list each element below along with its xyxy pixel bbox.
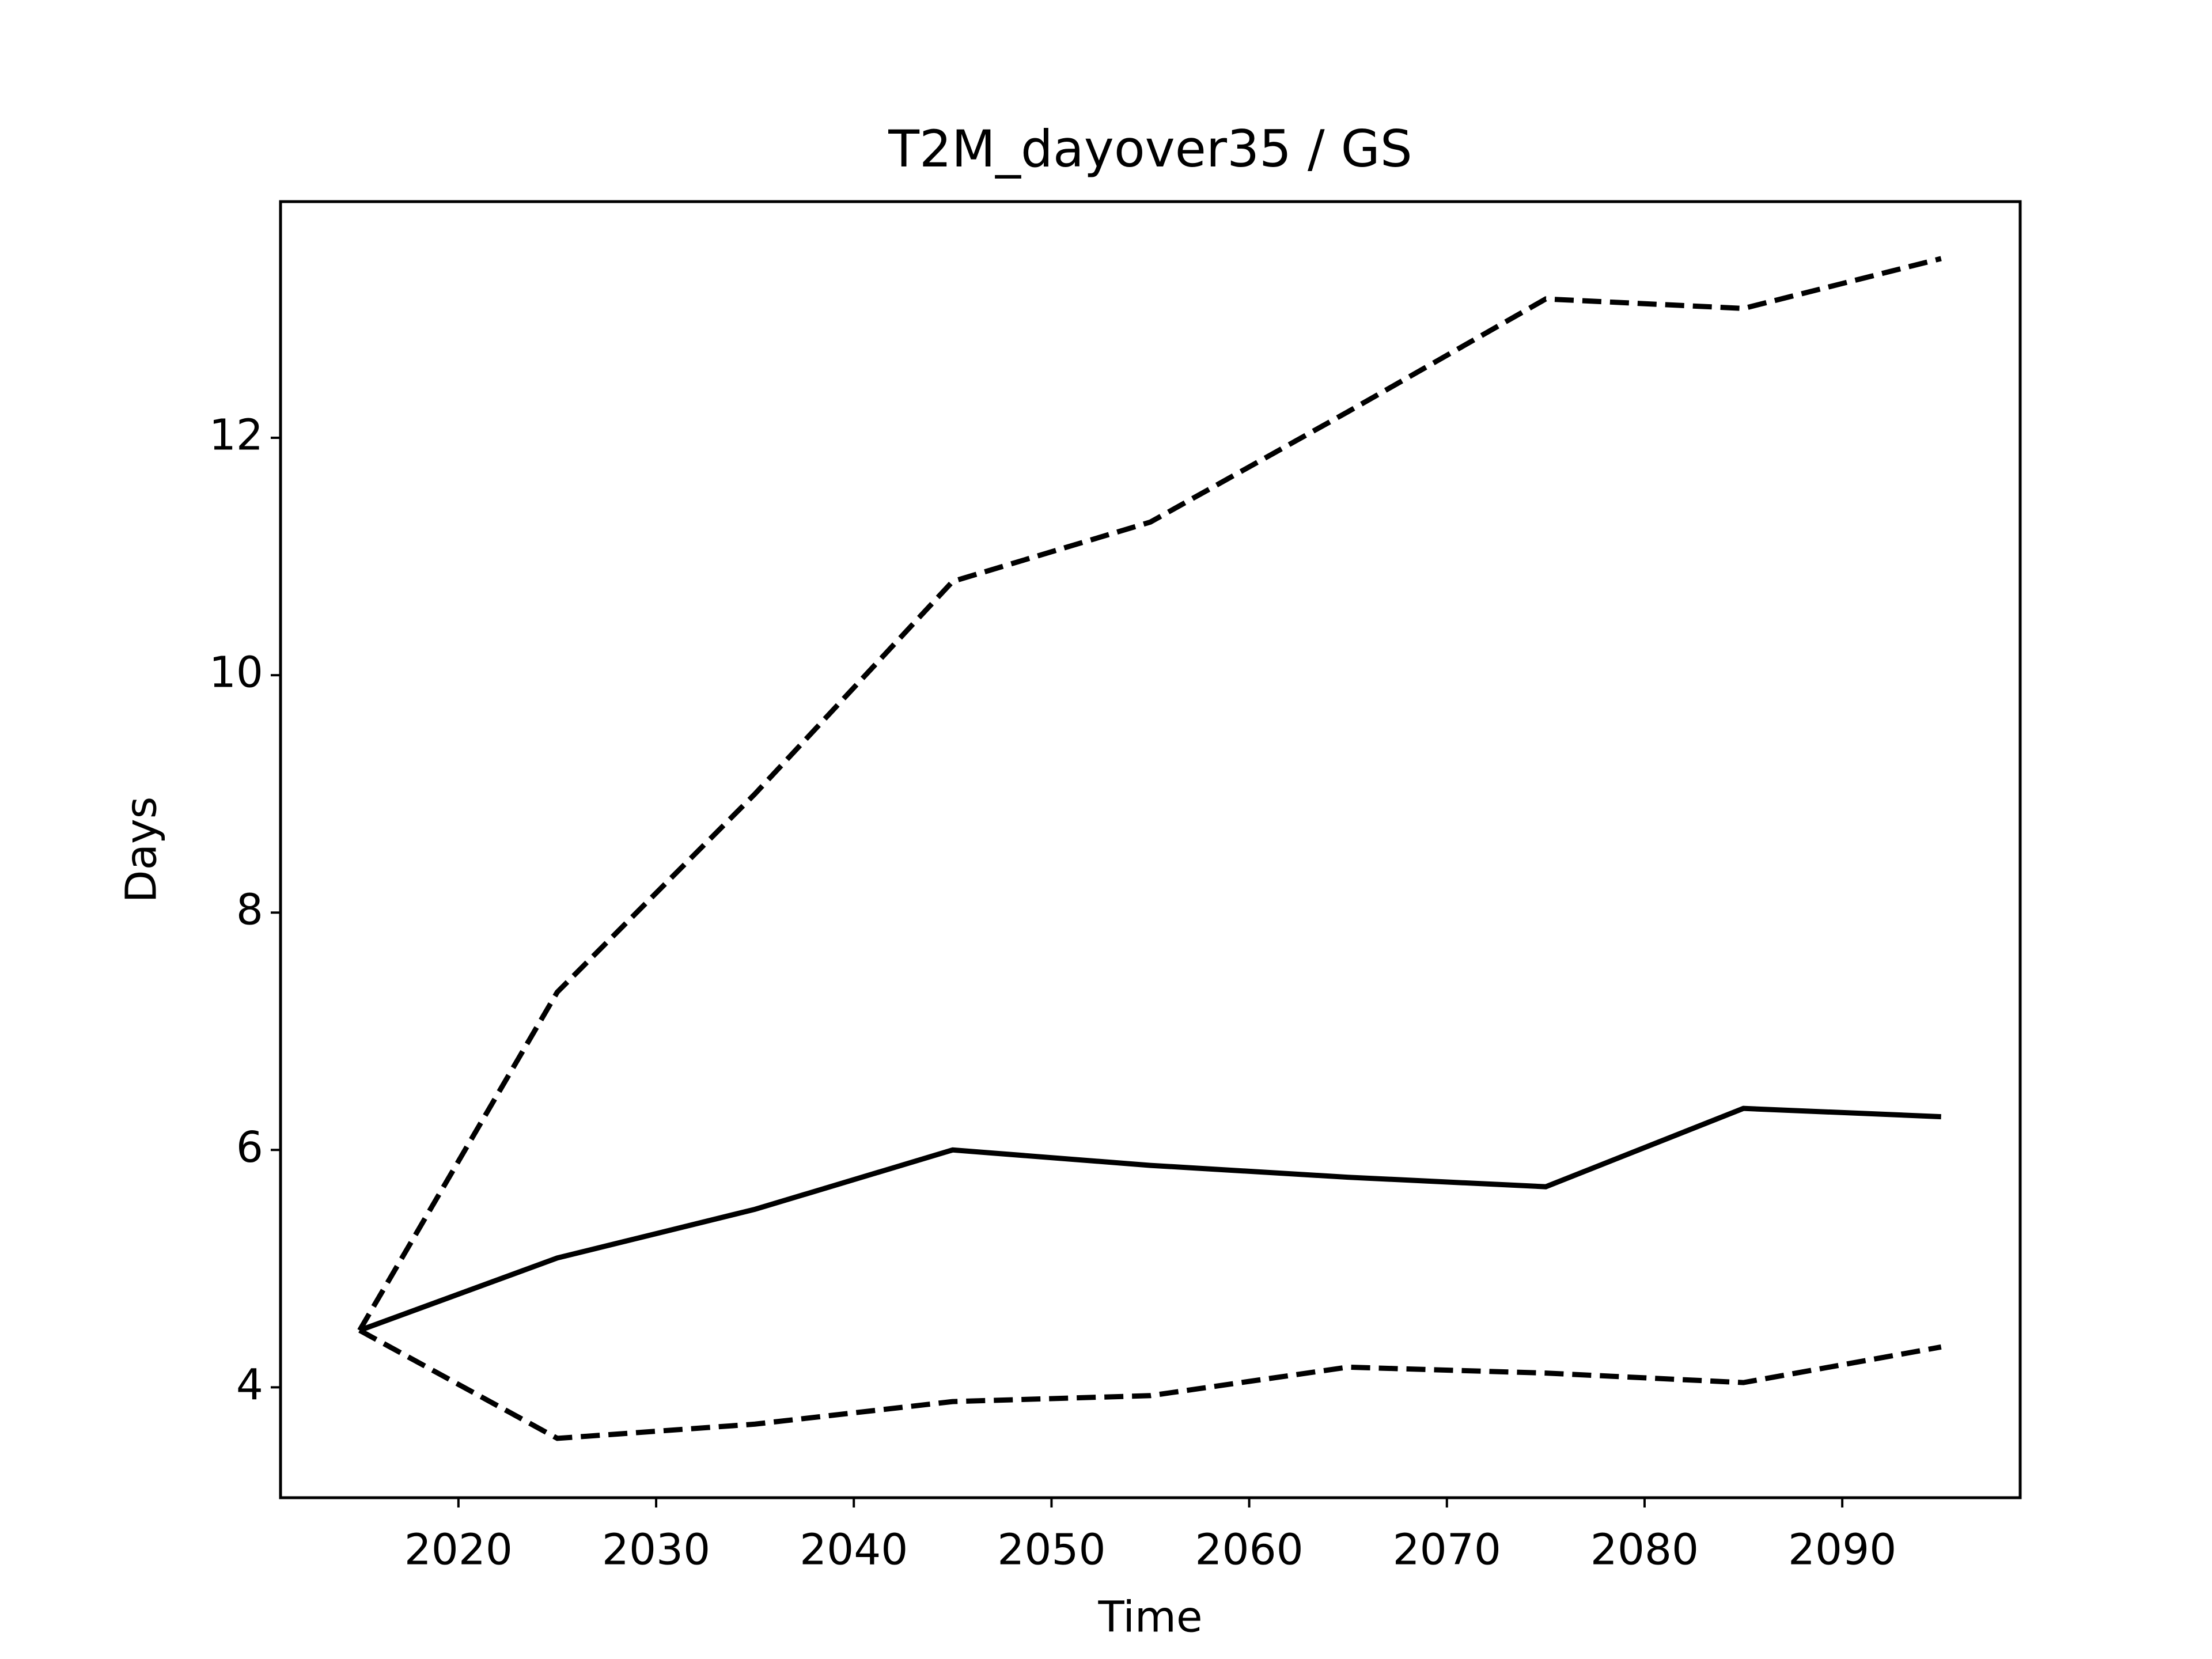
x-tick-label: 2060 xyxy=(1195,1525,1303,1575)
chart-title: T2M_dayover35 / GS xyxy=(888,119,1412,179)
series-line xyxy=(357,256,1942,1332)
y-tick-label: 12 xyxy=(209,411,263,460)
x-tick-label: 2040 xyxy=(800,1525,908,1575)
x-axis-label: Time xyxy=(1097,1593,1202,1642)
y-tick-label: 8 xyxy=(236,885,263,935)
x-tick-label: 2090 xyxy=(1788,1525,1896,1575)
x-tick-label: 2070 xyxy=(1393,1525,1501,1575)
series-line xyxy=(358,1105,1941,1333)
y-tick-label: 10 xyxy=(209,648,263,698)
x-tick-label: 2080 xyxy=(1590,1525,1699,1575)
y-tick-label: 6 xyxy=(236,1123,263,1172)
plot-frame xyxy=(279,200,2022,1499)
series-line xyxy=(358,1328,1942,1441)
y-tick-label: 4 xyxy=(236,1360,263,1410)
y-axis-label: Days xyxy=(117,797,166,903)
x-tick-label: 2050 xyxy=(997,1525,1105,1575)
x-tick-label: 2020 xyxy=(404,1525,513,1575)
x-tick-label: 2030 xyxy=(602,1525,710,1575)
